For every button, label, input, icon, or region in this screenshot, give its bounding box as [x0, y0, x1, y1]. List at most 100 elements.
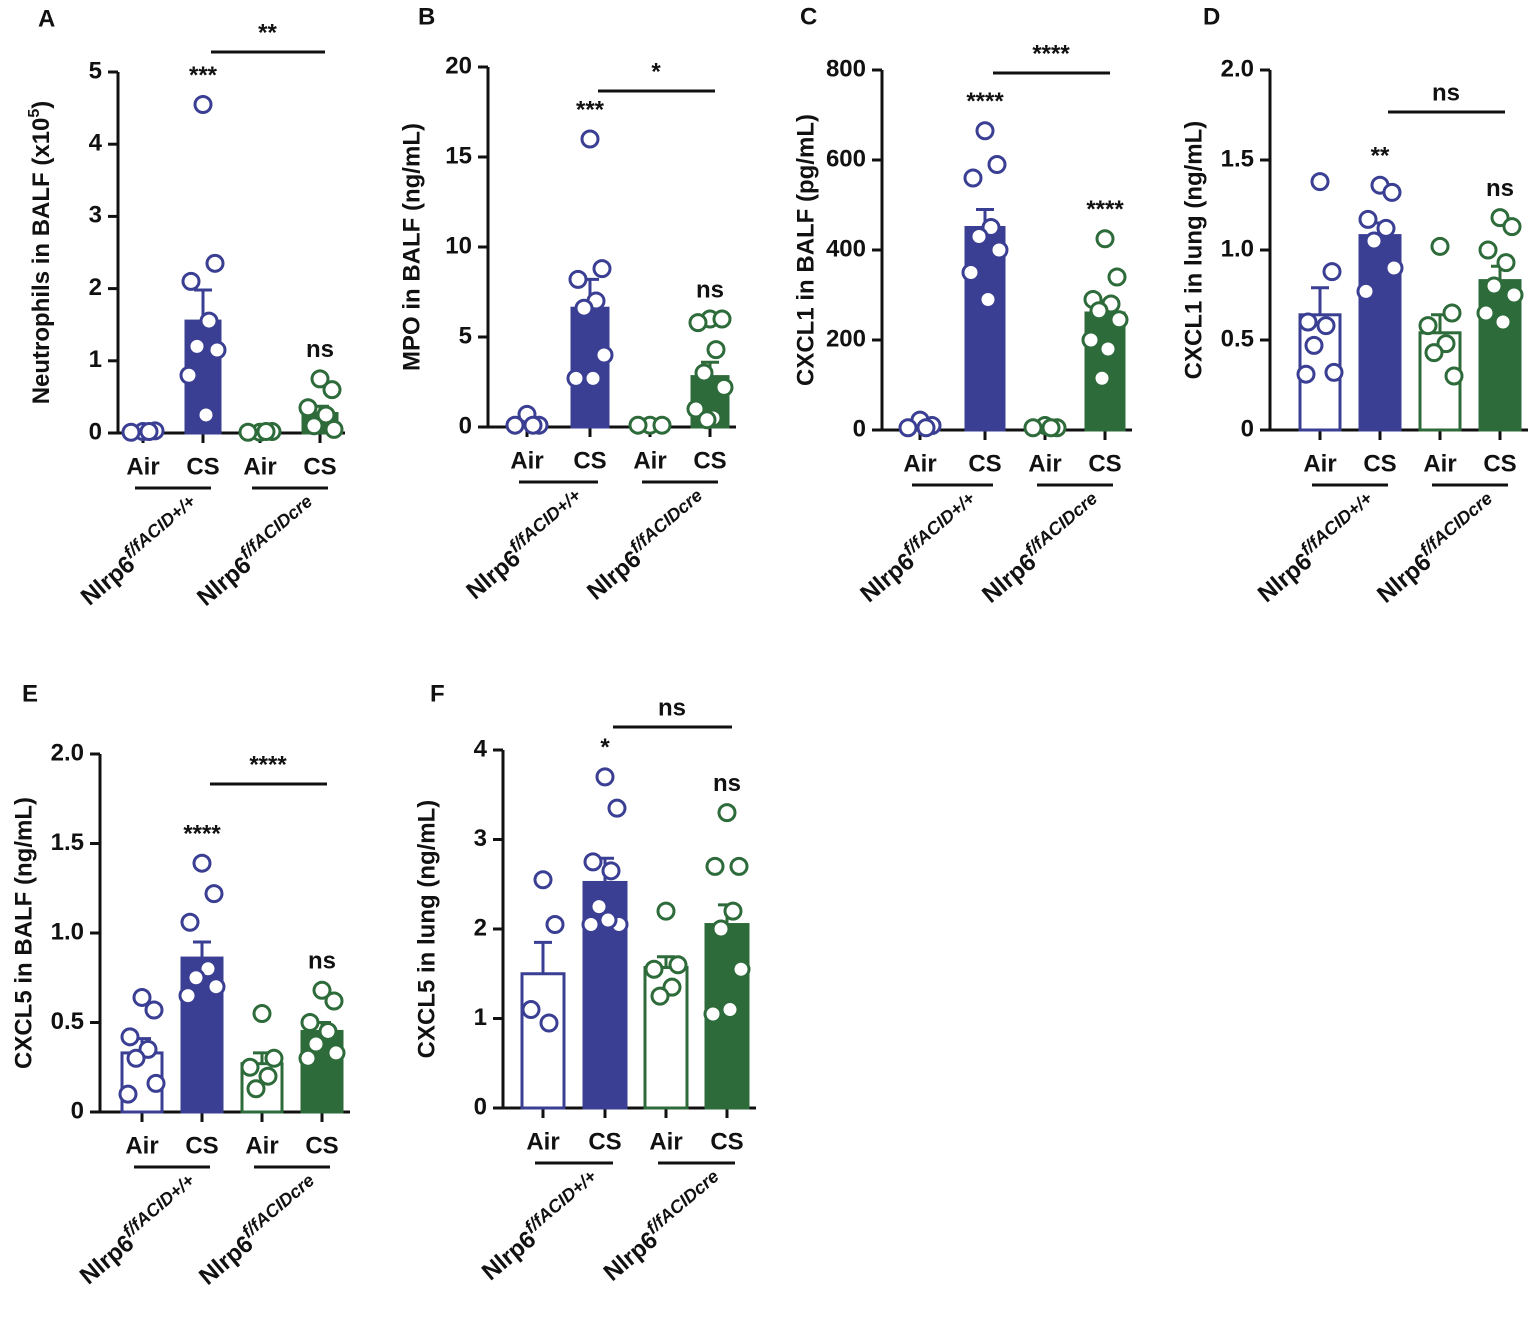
- x-tick-label: Air: [649, 1128, 682, 1155]
- group-label: Nlrp6f/fACID+/+: [1250, 488, 1385, 608]
- x-tick-label: Air: [903, 450, 936, 477]
- data-point: [1098, 339, 1118, 359]
- data-point: [206, 977, 226, 997]
- data-point: [318, 1021, 338, 1041]
- data-point: [1092, 368, 1112, 388]
- data-point: [180, 912, 200, 932]
- panel-label: E: [22, 680, 38, 707]
- x-tick-label: CS: [693, 447, 726, 474]
- group-genotype: f/fACID+/+: [1297, 488, 1377, 560]
- data-point: [720, 1000, 740, 1020]
- data-point: [978, 290, 998, 309]
- data-point: [298, 398, 318, 418]
- data-point: [246, 1079, 266, 1099]
- data-point: [505, 415, 525, 435]
- data-point: [717, 803, 737, 823]
- y-tick-label: 4: [89, 130, 103, 157]
- panel-label: F: [430, 680, 445, 707]
- y-tick-label: 0: [853, 415, 866, 442]
- data-point: [300, 1013, 320, 1032]
- group-label: Nlrp6f/fACID+/+: [72, 1170, 207, 1290]
- data-point: [729, 856, 749, 876]
- data-point: [975, 121, 995, 141]
- x-tick-label: CS: [186, 453, 219, 480]
- group-label: Nlrp6f/fACIDcre: [1369, 488, 1504, 609]
- data-point: [146, 1073, 166, 1093]
- panel-label: C: [800, 3, 817, 30]
- data-point: [628, 415, 648, 435]
- group-genotype: f/fACID+/+: [119, 1170, 199, 1242]
- y-tick-label: 5: [89, 57, 102, 84]
- group-label: Nlrp6f/fACID+/+: [474, 1166, 609, 1286]
- data-point: [256, 422, 276, 442]
- data-point: [1095, 229, 1115, 249]
- data-point: [521, 1000, 541, 1020]
- data-point: [583, 368, 603, 388]
- data-point: [703, 1004, 723, 1024]
- significance-label: ****: [183, 821, 221, 848]
- data-point: [324, 991, 344, 1011]
- data-point: [310, 369, 330, 389]
- data-point: [568, 269, 588, 289]
- data-point: [533, 870, 553, 890]
- y-axis-label: MPO in BALF (ng/mL): [398, 123, 425, 371]
- group-label: Nlrp6f/fACIDcre: [579, 485, 714, 606]
- data-point: [1384, 258, 1404, 278]
- y-tick-label: 1: [89, 346, 102, 373]
- data-point: [650, 986, 670, 1006]
- x-tick-label: CS: [968, 450, 1001, 477]
- data-point: [1356, 281, 1376, 301]
- y-axis-label: CXCL1 in lung (ng/mL): [1180, 121, 1207, 380]
- data-point: [697, 410, 717, 430]
- data-point: [545, 915, 565, 935]
- data-point: [963, 168, 983, 188]
- data-point: [1296, 364, 1316, 384]
- data-point: [312, 980, 332, 1000]
- data-point: [523, 415, 543, 435]
- x-tick-label: CS: [573, 447, 606, 474]
- y-tick-label: 1.5: [51, 829, 84, 856]
- data-point: [1358, 209, 1378, 229]
- data-point: [238, 422, 258, 442]
- group-label: Nlrp6f/fACID+/+: [458, 485, 593, 605]
- group-genotype: f/fACIDcre: [1021, 488, 1101, 560]
- data-point: [595, 767, 615, 787]
- significance-label: ns: [696, 276, 724, 303]
- bar: [570, 306, 610, 429]
- data-point: [1444, 366, 1464, 386]
- data-point: [898, 418, 918, 438]
- data-point: [916, 418, 936, 438]
- data-point: [1496, 253, 1516, 273]
- x-tick-label: CS: [1088, 450, 1121, 477]
- data-point: [118, 1084, 138, 1104]
- bracket-label: *: [651, 58, 661, 85]
- data-point: [1107, 267, 1127, 287]
- y-tick-label: 0.5: [51, 1008, 84, 1035]
- y-tick-label: 0: [459, 412, 472, 439]
- x-tick-label: Air: [526, 1128, 559, 1155]
- significance-label: ns: [308, 948, 336, 975]
- data-point: [1493, 312, 1513, 332]
- data-point: [1109, 310, 1129, 330]
- bar: [520, 972, 566, 1110]
- data-point: [1324, 362, 1344, 382]
- error-bar: [193, 940, 211, 959]
- y-tick-label: 2: [89, 274, 102, 301]
- x-tick-label: Air: [1028, 450, 1061, 477]
- data-point: [264, 1048, 284, 1068]
- data-point: [1081, 330, 1101, 350]
- bracket-label: **: [258, 19, 277, 46]
- data-point: [316, 405, 336, 425]
- data-point: [723, 901, 743, 921]
- y-tick-label: 1.0: [51, 918, 84, 945]
- y-tick-label: 400: [826, 235, 866, 262]
- x-tick-label: CS: [303, 453, 336, 480]
- data-point: [187, 336, 207, 356]
- group-genotype: f/fACID+/+: [521, 1166, 601, 1238]
- data-point: [1322, 262, 1342, 282]
- y-tick-label: 200: [826, 325, 866, 352]
- data-point: [1041, 418, 1061, 438]
- data-point: [656, 901, 676, 921]
- y-axis-label-part: Neutrophils in BALF (x10: [28, 118, 55, 405]
